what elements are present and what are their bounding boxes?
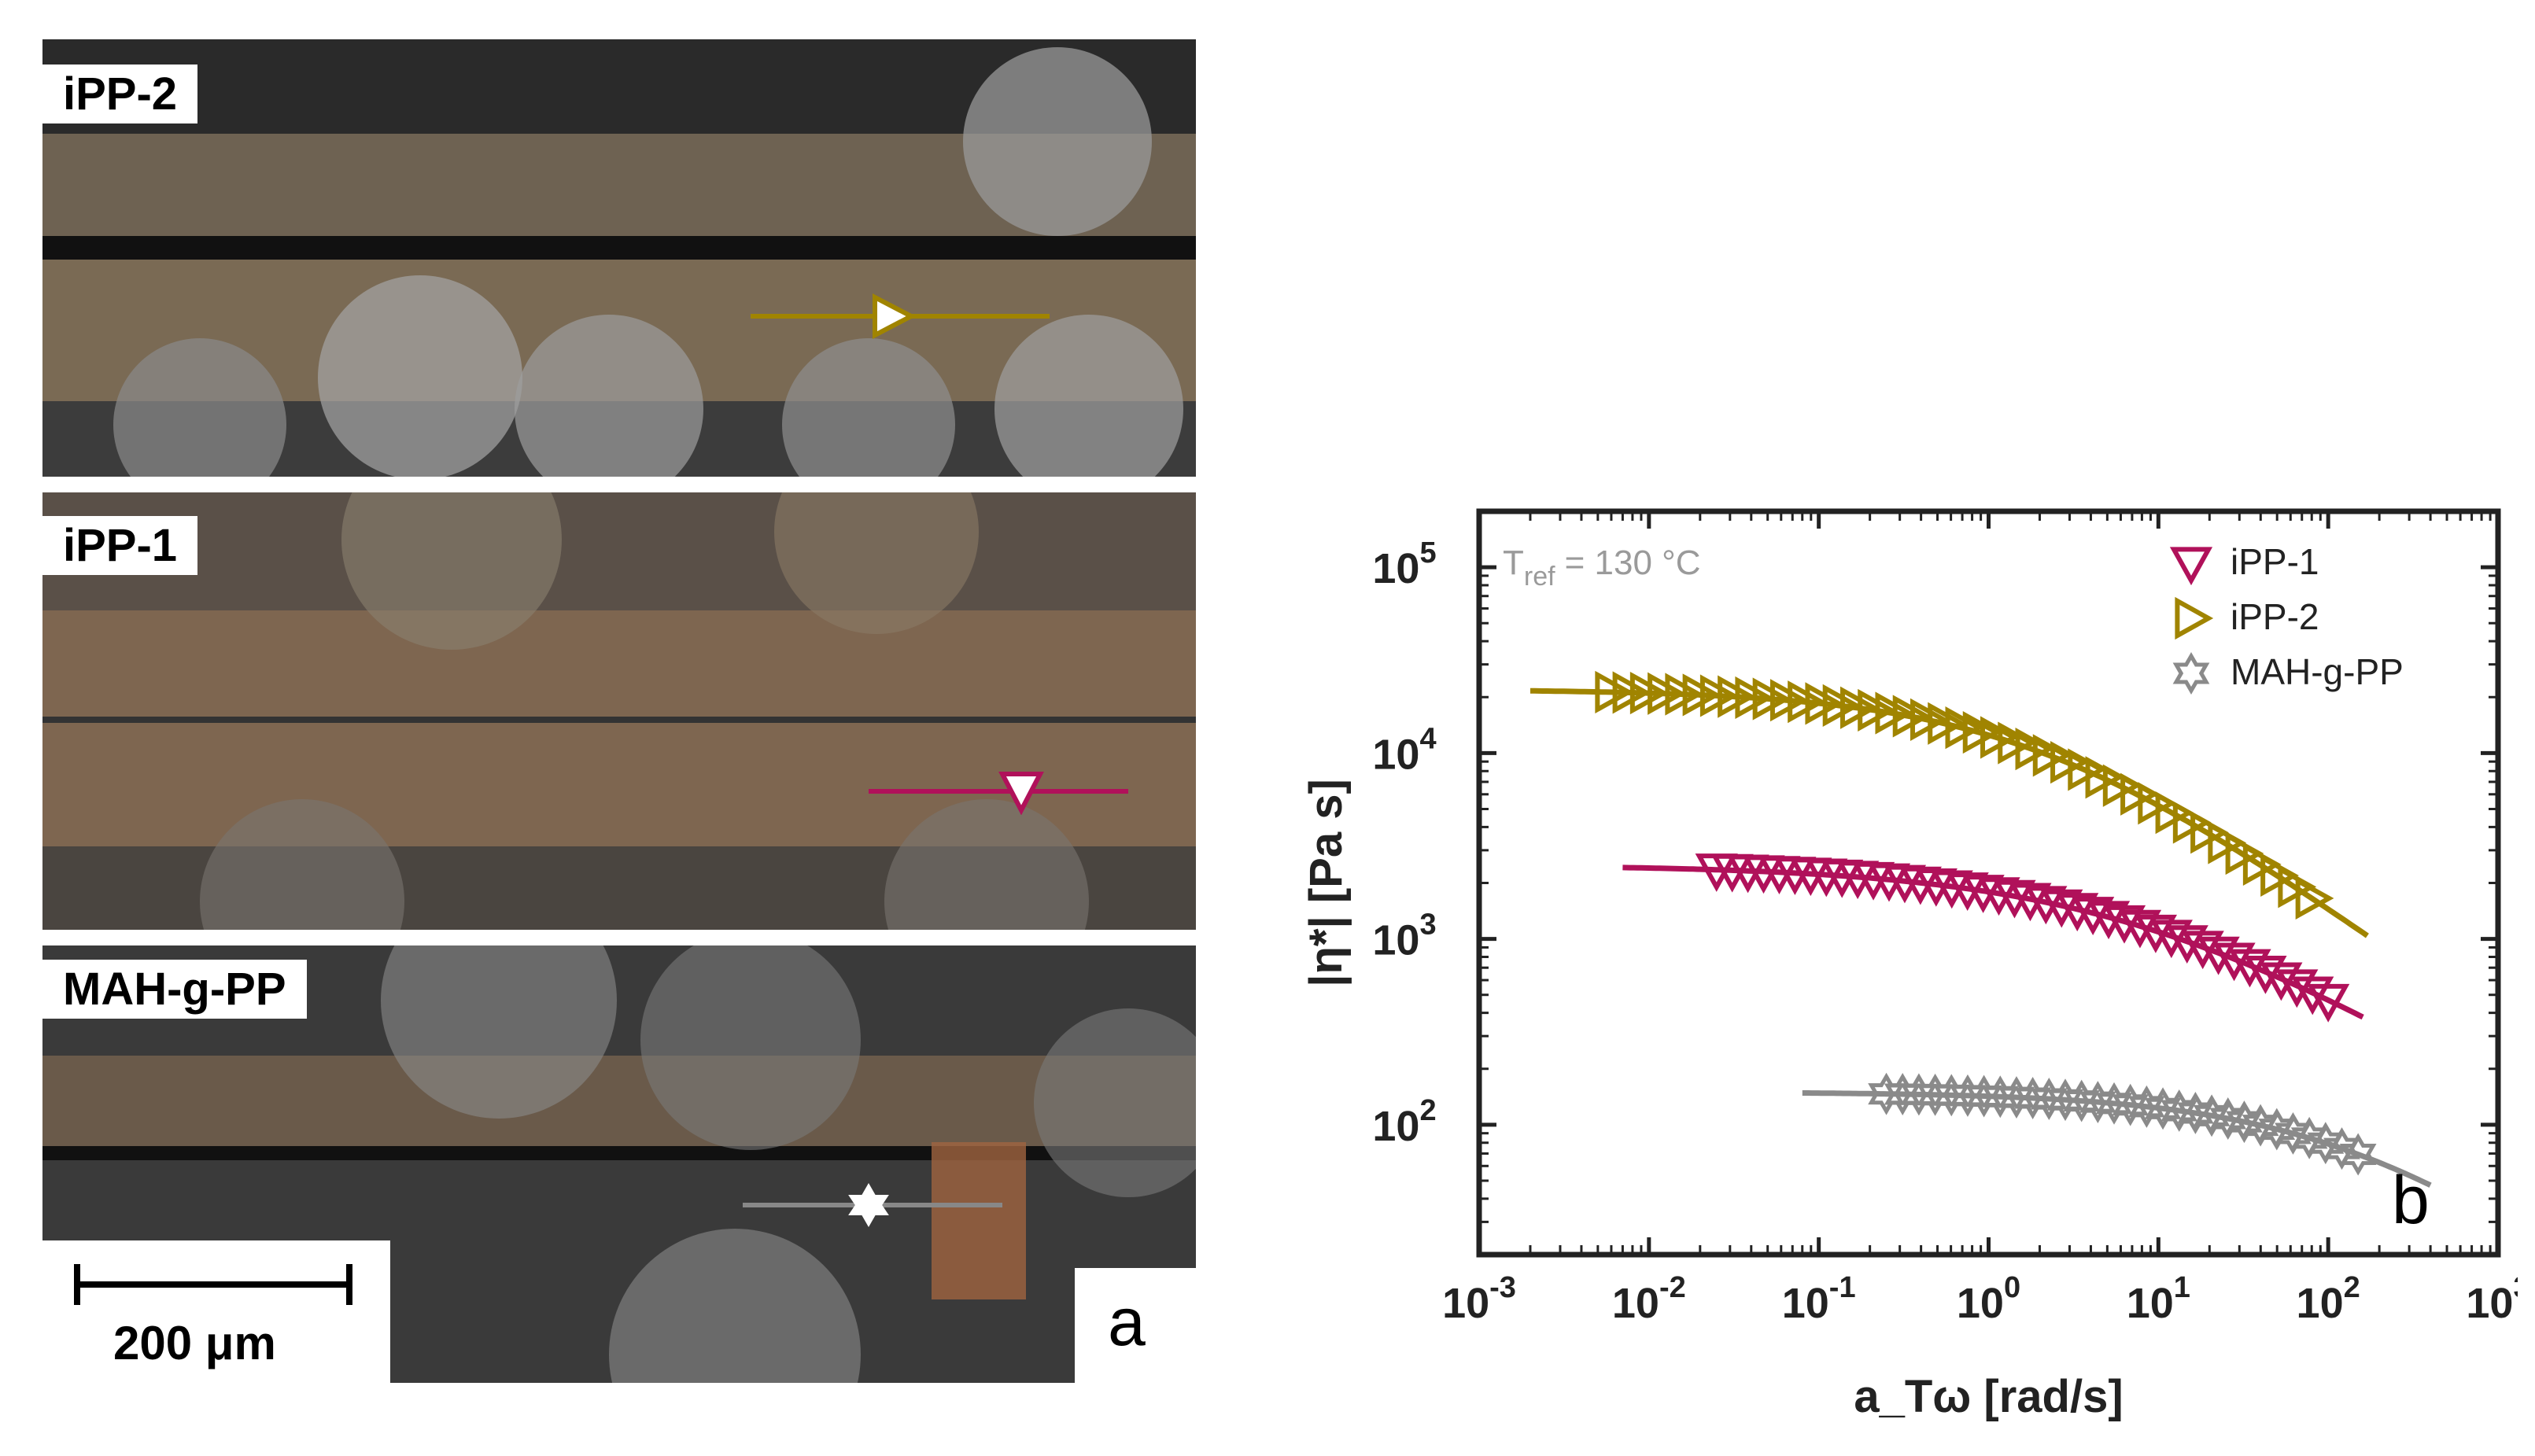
y-tick-label: 104 <box>1372 722 1436 778</box>
data-point-iPP-1 <box>2291 976 2334 1016</box>
data-point-iPP-1 <box>2244 955 2287 994</box>
data-point-MAH-g-PP <box>2144 1087 2182 1130</box>
micrograph-image <box>42 492 1196 930</box>
tref-annotation: Tref = 130 °C <box>1503 544 1701 592</box>
data-point-iPP-2 <box>2295 876 2334 920</box>
x-tick-label: 10-1 <box>1782 1271 1856 1327</box>
legend-label-iPP-2: iPP-2 <box>2231 596 2319 637</box>
viscosity-chart: 10-3 10-2 10-1 100 101 102 103 102 103 104 105 |η*… <box>1301 508 2518 1422</box>
data-point-iPP-1 <box>2009 883 2052 922</box>
data-point-iPP-1 <box>2228 949 2271 988</box>
data-point-iPP-1 <box>2072 897 2115 935</box>
svg-text:Tref= 130 °C: Tref = 130 °C <box>1503 544 1701 592</box>
x-tick-label: 103 <box>2466 1271 2518 1327</box>
tref-main: T <box>1503 544 1524 582</box>
legend-marker-MAH-g-PP <box>2172 652 2210 695</box>
data-point-iPP-1 <box>2056 893 2099 932</box>
y-axis-label: |η*| [Pa s] <box>1301 779 1352 987</box>
data-point-iPP-1 <box>2024 886 2068 925</box>
triangle-right-marker-icon <box>873 293 916 339</box>
micrograph-ipp2 <box>42 39 1196 477</box>
data-point-iPP-1 <box>2212 942 2256 982</box>
data-point-iPP-1 <box>1993 879 2036 919</box>
legend-marker-iPP-2 <box>2175 596 2214 640</box>
data-point-MAH-g-PP <box>2063 1079 2101 1122</box>
x-axis-label: a_Tω [rad/s] <box>1854 1371 2123 1422</box>
panel-b-label: b <box>2392 1163 2430 1238</box>
x-tick-label: 100 <box>1957 1271 2020 1327</box>
data-point-iPP-1 <box>2260 962 2303 1001</box>
data-point-iPP-1 <box>2165 925 2208 964</box>
legend-label-iPP-1: iPP-1 <box>2231 541 2319 582</box>
scale-bar <box>77 1281 349 1288</box>
data-point-iPP-1 <box>1977 877 2020 916</box>
data-point-MAH-g-PP <box>2079 1081 2116 1124</box>
data-point-iPP-1 <box>2087 901 2131 940</box>
panel-a-label-box: a <box>1075 1268 1196 1383</box>
x-tick-label: 10-2 <box>1612 1271 1686 1327</box>
x-tick-label: 10-3 <box>1442 1271 1516 1327</box>
y-tick-label: 105 <box>1372 536 1436 592</box>
x-tick-label: 102 <box>2297 1271 2360 1327</box>
x-tick-label: 101 <box>2127 1271 2190 1327</box>
y-tick-label: 103 <box>1372 909 1436 964</box>
legend: iPP-1 iPP-2 MAH-g-PP <box>2169 541 2404 695</box>
plot-frame <box>1476 508 2501 1258</box>
data-point-MAH-g-PP <box>2339 1133 2377 1176</box>
scale-bar-label: 200 μm <box>113 1317 276 1369</box>
data-point-iPP-1 <box>2149 920 2193 959</box>
data-point-iPP-1 <box>2275 969 2319 1008</box>
triangle-down-marker-icon <box>998 772 1044 815</box>
data-point-MAH-g-PP <box>2160 1089 2198 1132</box>
legend-label-MAH-g-PP: MAH-g-PP <box>2231 651 2404 692</box>
micrograph-label-ipp2: iPP-2 <box>42 65 198 123</box>
micrograph-image <box>42 39 1196 477</box>
panel-a-label: a <box>1108 1285 1146 1360</box>
data-point-iPP-1 <box>2307 983 2350 1023</box>
data-point-iPP-1 <box>2040 889 2083 928</box>
scale-bar-tick-left <box>74 1264 80 1305</box>
micrograph-label-mahgpp: MAH-g-PP <box>42 960 307 1019</box>
tref-value: = 130 °C <box>1565 544 1701 582</box>
data-point-iPP-1 <box>2118 909 2162 949</box>
micrograph-label-ipp1: iPP-1 <box>42 516 198 575</box>
data-point-MAH-g-PP <box>2112 1083 2149 1126</box>
data-point-iPP-1 <box>2197 936 2240 975</box>
data-point-iPP-1 <box>1961 875 2005 913</box>
data-point-MAH-g-PP <box>2030 1078 2068 1120</box>
data-point-iPP-1 <box>2102 905 2146 944</box>
x-axis-label-text: a_Tω [rad/s] <box>1854 1371 2123 1422</box>
data-point-MAH-g-PP <box>2095 1082 2133 1125</box>
hexagram-marker-icon <box>848 1182 889 1228</box>
scale-bar-tick-right <box>346 1264 352 1305</box>
data-point-MAH-g-PP <box>2128 1085 2165 1128</box>
data-point-iPP-1 <box>2134 914 2177 953</box>
data-point-iPP-1 <box>2181 931 2224 970</box>
data-point-MAH-g-PP <box>2046 1078 2084 1122</box>
scale-bar-box: 200 μm <box>42 1240 390 1390</box>
micrograph-ipp1 <box>42 492 1196 930</box>
y-tick-label: 102 <box>1372 1094 1436 1150</box>
tref-sub: ref <box>1524 562 1555 592</box>
legend-marker-iPP-1 <box>2169 547 2213 586</box>
